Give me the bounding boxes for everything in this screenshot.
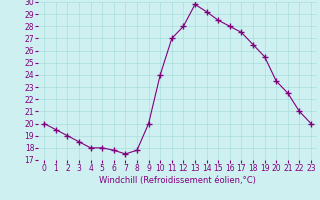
X-axis label: Windchill (Refroidissement éolien,°C): Windchill (Refroidissement éolien,°C): [99, 176, 256, 185]
